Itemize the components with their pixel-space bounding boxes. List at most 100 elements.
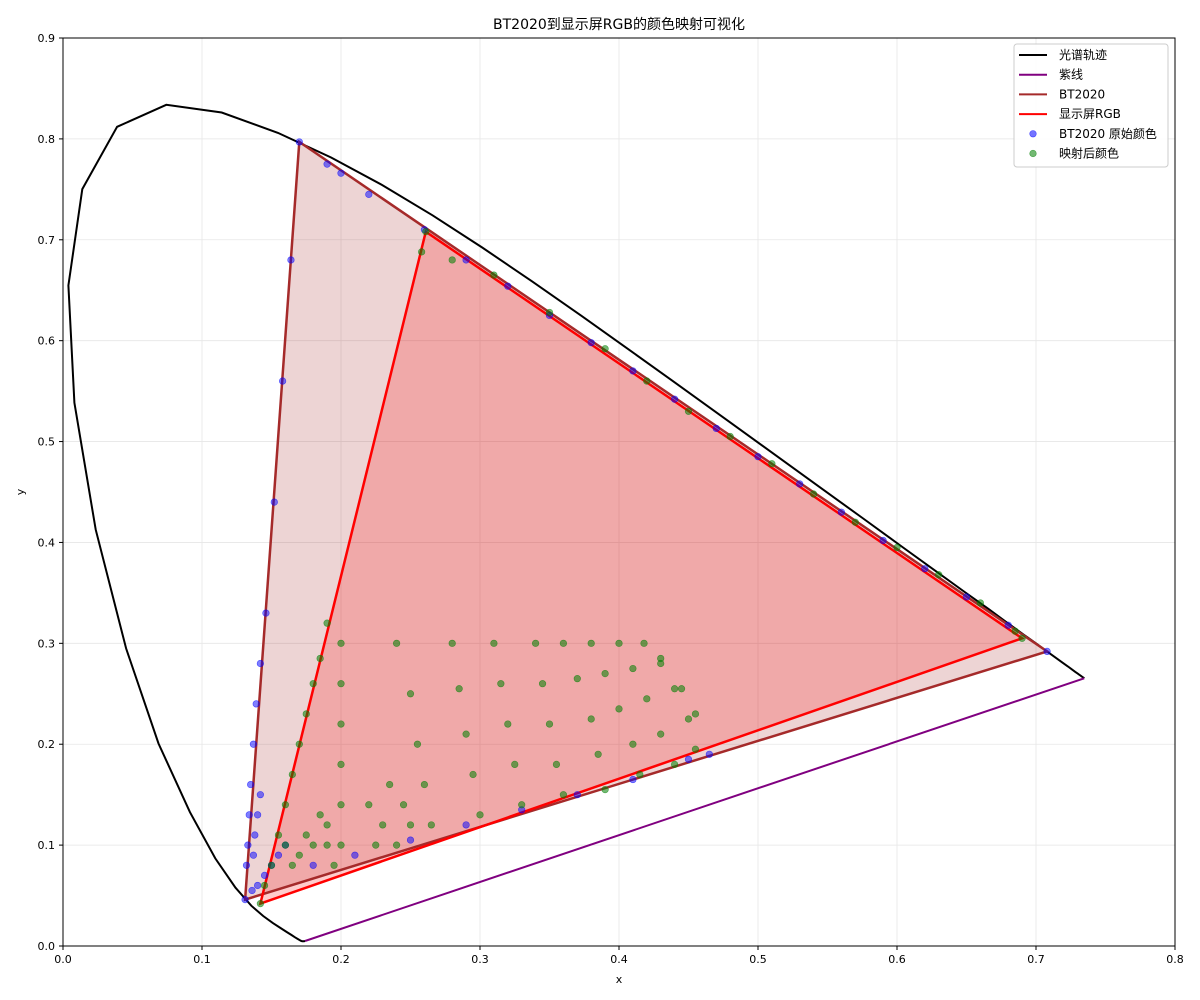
- x-tick-label: 0.1: [193, 953, 211, 966]
- bt2020-original-point: [712, 424, 720, 433]
- mapped-point: [490, 639, 498, 647]
- bt2020-original-point: [573, 791, 581, 799]
- y-tick-label: 0.9: [38, 32, 56, 45]
- mapped-point: [288, 770, 296, 779]
- mapped-point: [462, 730, 470, 738]
- bt2020-original-point: [670, 395, 679, 403]
- mapped-point: [295, 851, 303, 859]
- bt2020-original-point: [462, 256, 470, 264]
- y-tick-label: 0.3: [38, 637, 56, 650]
- bt2020-original-point: [241, 895, 249, 904]
- mapped-point: [594, 750, 602, 758]
- mapped-point: [691, 710, 700, 718]
- mapped-point: [684, 715, 693, 723]
- mapped-point: [379, 821, 387, 829]
- x-tick-label: 0.0: [54, 953, 72, 966]
- legend-bt2020-label: BT2020: [1059, 87, 1105, 101]
- mapped-point: [267, 861, 276, 869]
- mapped-point: [386, 780, 394, 789]
- bt2020-original-point: [262, 609, 270, 617]
- x-tick-label: 0.4: [610, 953, 628, 966]
- mapped-point: [337, 801, 345, 809]
- mapped-point: [629, 664, 637, 673]
- bt2020-original-point: [337, 169, 345, 177]
- mapped-point: [587, 715, 595, 723]
- mapped-point: [976, 599, 985, 607]
- mapped-point: [309, 680, 317, 688]
- mapped-point: [393, 639, 401, 647]
- gamut-fills: [245, 141, 1048, 904]
- mapped-point: [295, 740, 303, 748]
- mapped-point: [281, 841, 290, 849]
- bt2020-original-point: [274, 851, 283, 859]
- y-tick-label: 0.2: [38, 738, 56, 751]
- mapped-point: [337, 639, 345, 647]
- mapped-point: [559, 791, 568, 799]
- mapped-point: [309, 841, 317, 849]
- bt2020-original-point: [270, 498, 278, 506]
- mapped-point: [726, 432, 734, 441]
- x-tick-label: 0.3: [471, 953, 489, 966]
- mapped-point: [418, 248, 426, 256]
- mapped-point: [601, 786, 609, 794]
- mapped-point: [511, 760, 519, 769]
- bt2020-original-point: [260, 871, 269, 879]
- bt2020-original-point: [254, 881, 262, 890]
- bt2020-original-point: [249, 740, 258, 748]
- mapped-point: [274, 831, 283, 839]
- bt2020-original-point: [351, 851, 359, 859]
- mapped-point: [893, 543, 901, 552]
- bt2020-original-point: [504, 282, 512, 290]
- legend-spectral-locus-label: 光谱轨迹: [1059, 48, 1107, 62]
- bt2020-original-point: [249, 851, 258, 859]
- bt2020-original-point: [629, 367, 637, 375]
- y-tick-label: 0.7: [38, 234, 56, 247]
- y-tick-label: 0.5: [38, 436, 56, 449]
- bt2020-original-point: [921, 565, 929, 573]
- legend-mapped-swatch: [1029, 149, 1037, 158]
- bt2020-original-point: [587, 339, 595, 347]
- mapped-point: [365, 801, 373, 809]
- spectral-locus-line: [67, 103, 1085, 943]
- mapped-point: [531, 639, 540, 647]
- bt2020-original-point: [256, 791, 264, 799]
- mapped-point: [657, 654, 665, 663]
- mapped-point: [323, 619, 331, 627]
- mapped-point: [552, 760, 561, 769]
- mapped-point: [323, 841, 331, 849]
- mapped-point: [302, 831, 310, 839]
- mapped-point: [337, 720, 345, 728]
- mapped-point: [256, 900, 264, 908]
- bt2020-original-point: [462, 821, 470, 829]
- y-tick-label: 0.1: [38, 839, 56, 852]
- mapped-point: [629, 740, 637, 748]
- bt2020-original-point: [837, 508, 846, 516]
- legend-bt2020-original-label: BT2020 原始颜色: [1059, 126, 1157, 141]
- mapped-point: [768, 460, 776, 468]
- mapped-point: [1011, 627, 1019, 635]
- bt2020-original-point: [245, 811, 253, 819]
- legend-mapped-label: 映射后颜色: [1059, 146, 1119, 161]
- mapped-point: [684, 407, 693, 415]
- mapped-point: [518, 801, 526, 809]
- bt2020-original-point: [406, 836, 415, 844]
- mapped-point: [677, 685, 686, 693]
- bt2020-original-point: [254, 811, 262, 819]
- mapped-point: [406, 690, 415, 698]
- bt2020-original-point: [244, 841, 252, 849]
- mapped-point: [643, 377, 651, 385]
- mapped-point: [601, 345, 609, 353]
- mapped-point: [448, 256, 456, 264]
- bt2020-original-point: [629, 775, 637, 784]
- mapped-point: [545, 308, 554, 317]
- mapped-point: [337, 841, 345, 849]
- bt2020-original-point: [248, 886, 256, 895]
- bt2020-original-point: [365, 190, 373, 198]
- y-tick-label: 0.4: [38, 536, 56, 549]
- bt2020-original-point: [252, 700, 260, 708]
- mapped-point: [413, 740, 422, 748]
- mapped-point: [601, 669, 609, 678]
- y-tick-label: 0.8: [38, 133, 56, 146]
- mapped-point: [448, 639, 456, 647]
